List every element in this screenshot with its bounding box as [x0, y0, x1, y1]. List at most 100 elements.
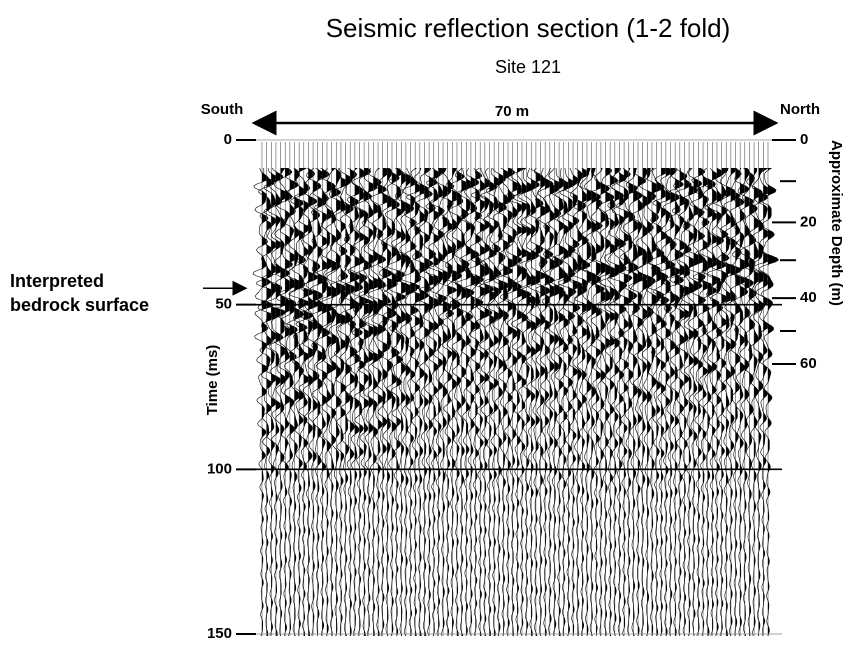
- trace-wiggle: [504, 167, 523, 636]
- north-label: North: [780, 101, 820, 118]
- trace-wiggle: [252, 167, 274, 637]
- trace-fill: [271, 168, 283, 636]
- trace-wiggle: [759, 167, 779, 637]
- trace-fill: [744, 168, 754, 636]
- trace-wiggle: [326, 167, 347, 637]
- y2-tick-label: 60: [800, 355, 817, 372]
- trace-wiggle: [734, 167, 754, 637]
- trace-fill: [378, 168, 387, 636]
- trace-wiggle: [662, 167, 682, 637]
- trace-wiggle: [628, 167, 648, 637]
- trace-wiggle: [386, 167, 406, 637]
- trace-wiggle: [256, 167, 277, 637]
- trace-wiggle: [685, 167, 704, 637]
- y2-tick-label: 40: [800, 289, 817, 306]
- trace-wiggle: [330, 167, 351, 637]
- trace-fill: [438, 168, 447, 636]
- trace-wiggle: [576, 167, 598, 637]
- y-tick-label: 50: [215, 296, 232, 313]
- trace-fill: [693, 168, 704, 636]
- trace-wiggle: [437, 167, 458, 637]
- trace-wiggle: [444, 167, 463, 637]
- trace-wiggle: [532, 167, 551, 637]
- trace-wiggle: [723, 167, 743, 637]
- trace-wiggle: [748, 167, 769, 637]
- trace-wiggle: [286, 167, 306, 637]
- trace-wiggle: [294, 167, 315, 637]
- trace-wiggle: [455, 167, 475, 637]
- trace-fill: [392, 168, 403, 636]
- trace-fill: [350, 168, 360, 636]
- trace-wiggle: [581, 167, 601, 637]
- y2-axis-label: Approximate Depth (m): [828, 140, 845, 306]
- trace-wiggle: [706, 167, 727, 637]
- trace-wiggle: [350, 167, 371, 637]
- trace-fill: [763, 168, 774, 636]
- trace-fill: [396, 168, 406, 636]
- trace-wiggle: [493, 167, 513, 637]
- trace-wiggle: [548, 167, 568, 637]
- trace-wiggle: [701, 167, 721, 637]
- trace-fill: [299, 168, 310, 636]
- trace-wiggle: [482, 168, 503, 637]
- y-tick-label: 150: [207, 625, 232, 642]
- trace-wiggle: [508, 167, 528, 637]
- trace-wiggle: [511, 167, 532, 637]
- trace-wiggle: [753, 167, 774, 637]
- trace-wiggle: [516, 167, 536, 636]
- trace-fill: [484, 168, 494, 636]
- trace-wiggle: [541, 167, 560, 637]
- trace-wiggle: [275, 167, 295, 637]
- trace-wiggle: [520, 167, 541, 637]
- trace-fill: [401, 168, 412, 636]
- trace-fill: [345, 168, 356, 636]
- trace-wiggle: [423, 167, 443, 637]
- chart-title: Seismic reflection section (1-2 fold): [326, 13, 731, 43]
- trace-wiggle: [397, 167, 417, 637]
- trace-wiggle: [428, 167, 448, 637]
- y2-tick-label: 20: [800, 213, 817, 230]
- trace-wiggle: [620, 167, 639, 637]
- trace-wiggle: [655, 167, 676, 637]
- trace-fill: [508, 168, 517, 636]
- trace-wiggle: [320, 167, 341, 636]
- trace-wiggle: [687, 167, 707, 637]
- trace-wiggle: [673, 167, 694, 637]
- trace-fill: [313, 168, 324, 636]
- trace-fill: [684, 168, 693, 636]
- trace-wiggle: [470, 167, 489, 636]
- trace-wiggle: [307, 167, 328, 637]
- trace-fill: [480, 168, 489, 636]
- trace-fill: [457, 168, 466, 636]
- trace-wiggle: [363, 167, 384, 637]
- trace-wiggle: [313, 167, 334, 637]
- trace-wiggle: [382, 167, 403, 637]
- trace-wiggle: [337, 167, 357, 637]
- trace-wiggle: [491, 167, 510, 637]
- trace-fill: [665, 168, 675, 636]
- trace-fill: [712, 168, 721, 636]
- trace-wiggle: [596, 167, 617, 637]
- trace-wiggle: [404, 167, 424, 637]
- trace-wiggle: [465, 167, 484, 637]
- trace-wiggle: [367, 167, 387, 637]
- trace-wiggle: [622, 167, 643, 637]
- trace-wiggle: [547, 167, 565, 637]
- trace-fill: [596, 168, 605, 636]
- trace-fill: [703, 168, 712, 636]
- trace-fill: [726, 168, 737, 636]
- y-tick-label: 0: [224, 131, 232, 148]
- y2-tick-label: 0: [800, 131, 808, 148]
- trace-fill: [661, 168, 670, 636]
- trace-fill: [285, 168, 295, 636]
- trace-fill: [651, 168, 661, 636]
- trace-wiggle: [270, 167, 293, 637]
- trace-wiggle: [461, 167, 481, 637]
- trace-fill: [768, 168, 779, 636]
- trace-wiggle: [586, 167, 605, 637]
- trace-fill: [308, 168, 318, 636]
- trace-wiggle: [732, 167, 751, 637]
- trace-wiggle: [743, 168, 763, 637]
- trace-fill: [419, 168, 429, 636]
- trace-wiggle: [454, 167, 472, 637]
